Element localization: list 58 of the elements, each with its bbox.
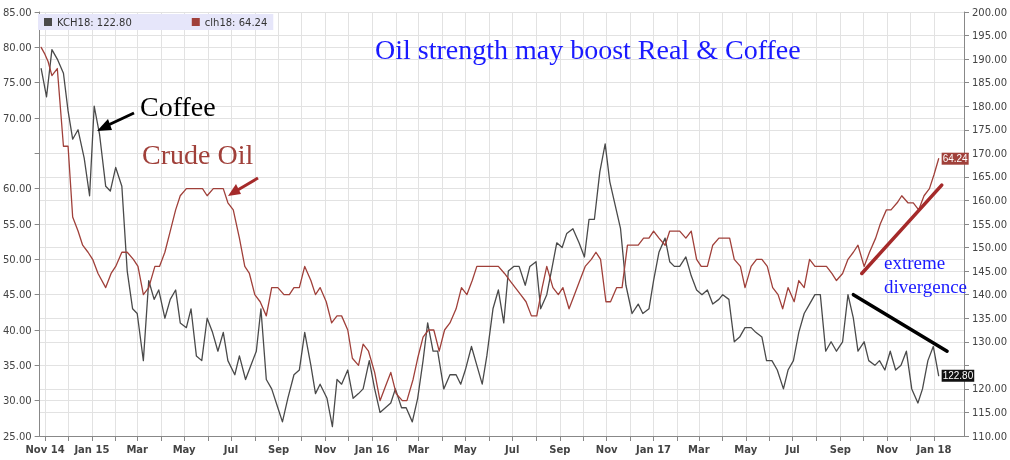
x-tick-label: Sep [549, 443, 571, 455]
y-tick-label: 50.00 [2, 253, 32, 265]
y2-tick-label: 155.00 [972, 218, 1008, 230]
x-tick-label: Nov 14 [25, 443, 65, 455]
x-tick-label: May [734, 443, 758, 455]
x-tick-label: May [453, 443, 478, 455]
data-label: 122.80 [942, 370, 974, 382]
x-tick-label: Jan 15 [73, 443, 110, 455]
x-tick-label: Mar [688, 443, 710, 455]
y-tick-label: 60.00 [2, 183, 32, 195]
y-tick-label: 80.00 [2, 41, 32, 53]
y2-tick-label: 175.00 [972, 124, 1008, 136]
legend-label: KCH18: 122.80 [57, 16, 132, 28]
y2-tick-label: 110.00 [972, 430, 1008, 442]
y2-tick-label: 130.00 [972, 336, 1008, 348]
y-tick-label: 70.00 [2, 112, 32, 124]
y2-tick-label: 170.00 [972, 147, 1008, 159]
y2-tick-label: 165.00 [972, 171, 1008, 183]
x-tick-label: Mar [126, 443, 149, 455]
annotation: extreme divergence [884, 251, 967, 297]
y2-tick-label: 150.00 [972, 242, 1008, 254]
x-tick-label: Jul [784, 443, 800, 455]
x-tick-label: Nov [595, 443, 619, 455]
y2-tick-label: 190.00 [972, 53, 1008, 65]
x-tick-label: May [172, 443, 197, 455]
y-tick-label: 85.00 [2, 6, 32, 18]
annotation: Coffee [140, 90, 216, 122]
y2-tick-label: 160.00 [972, 194, 1008, 206]
y2-tick-label: 180.00 [972, 100, 1008, 112]
x-tick-label: Jul [504, 443, 520, 455]
x-tick-label: Sep [829, 443, 851, 455]
y2-tick-label: 185.00 [972, 77, 1008, 89]
text: Oil strength may boost Real & Coffee [375, 33, 801, 65]
y-tick-label: 40.00 [2, 324, 32, 336]
y2-tick-label: 120.00 [972, 383, 1008, 395]
y-tick-label: 35.00 [2, 359, 32, 371]
y2-tick-label: 200.00 [972, 6, 1008, 18]
x-tick-label: Jan 18 [915, 443, 952, 455]
y-tick-label: 75.00 [2, 77, 32, 89]
x-tick-label: Mar [407, 443, 430, 455]
x-tick-label: Nov [314, 443, 337, 455]
x-tick-label: Jan 16 [353, 443, 390, 455]
y2-tick-label: 135.00 [972, 312, 1008, 324]
x-tick-label: Sep [268, 443, 290, 455]
legend-label: clh18: 64.24 [204, 16, 268, 28]
y-tick-label: 30.00 [2, 395, 32, 407]
y2-tick-label: 145.00 [972, 265, 1008, 277]
y2-tick-label: 195.00 [972, 30, 1008, 42]
y2-tick-label: 115.00 [972, 406, 1008, 418]
y-tick-label: 55.00 [2, 218, 32, 230]
y-tick-label: 25.00 [2, 430, 32, 442]
x-tick-label: Jan 17 [635, 443, 672, 455]
x-tick-label: Nov [876, 443, 899, 455]
y-tick-label: 45.00 [2, 289, 32, 301]
data-label: 64.24 [942, 153, 969, 165]
x-tick-label: Jul [222, 443, 239, 455]
annotation: Crude Oil [142, 138, 254, 170]
y2-tick-label: 140.00 [972, 289, 1008, 301]
